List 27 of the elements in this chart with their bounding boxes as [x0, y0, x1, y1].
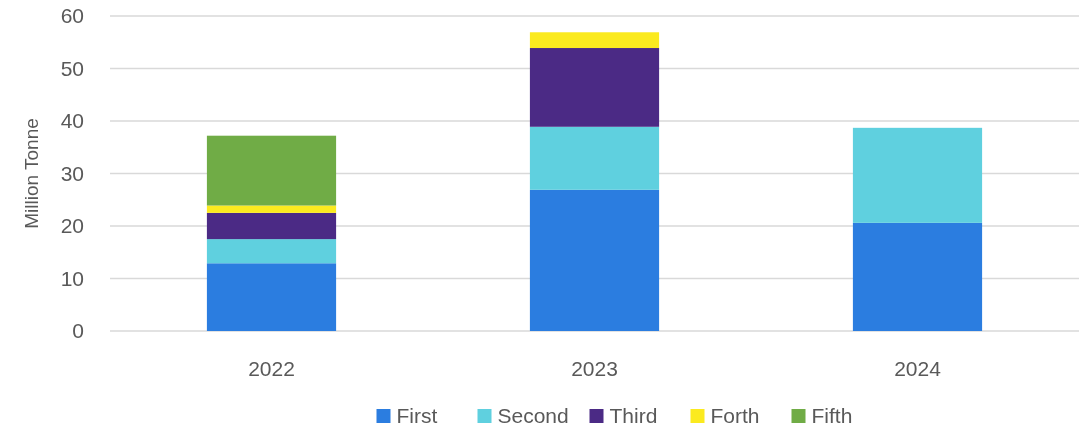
x-tick-label: 2024 — [894, 357, 942, 380]
bar — [529, 32, 660, 49]
bar — [206, 135, 337, 206]
bar — [206, 205, 337, 213]
y-tick-label: 10 — [60, 266, 84, 290]
y-tick-label: 30 — [60, 161, 84, 185]
bar — [529, 126, 660, 190]
y-tick-label: 0 — [72, 319, 84, 343]
bar — [529, 48, 660, 127]
bar — [852, 222, 983, 331]
legend-label: Second — [497, 404, 569, 427]
y-tick-label: 40 — [60, 109, 84, 133]
y-tick-label: 50 — [60, 56, 84, 80]
x-tick-label: 2023 — [571, 357, 618, 380]
y-axis-title: Million Tonne — [21, 118, 42, 229]
legend-label: Forth — [710, 404, 760, 427]
legend-label: Fifth — [811, 404, 853, 427]
bar — [206, 212, 337, 240]
legend-label: First — [396, 404, 438, 427]
bar — [206, 263, 337, 331]
bar — [529, 189, 660, 331]
bar — [206, 239, 337, 264]
legend-label: Third — [609, 404, 658, 427]
x-tick-label: 2022 — [248, 357, 295, 380]
bar — [852, 127, 983, 223]
y-tick-label: 20 — [60, 214, 84, 238]
y-tick-label: 60 — [60, 4, 84, 28]
